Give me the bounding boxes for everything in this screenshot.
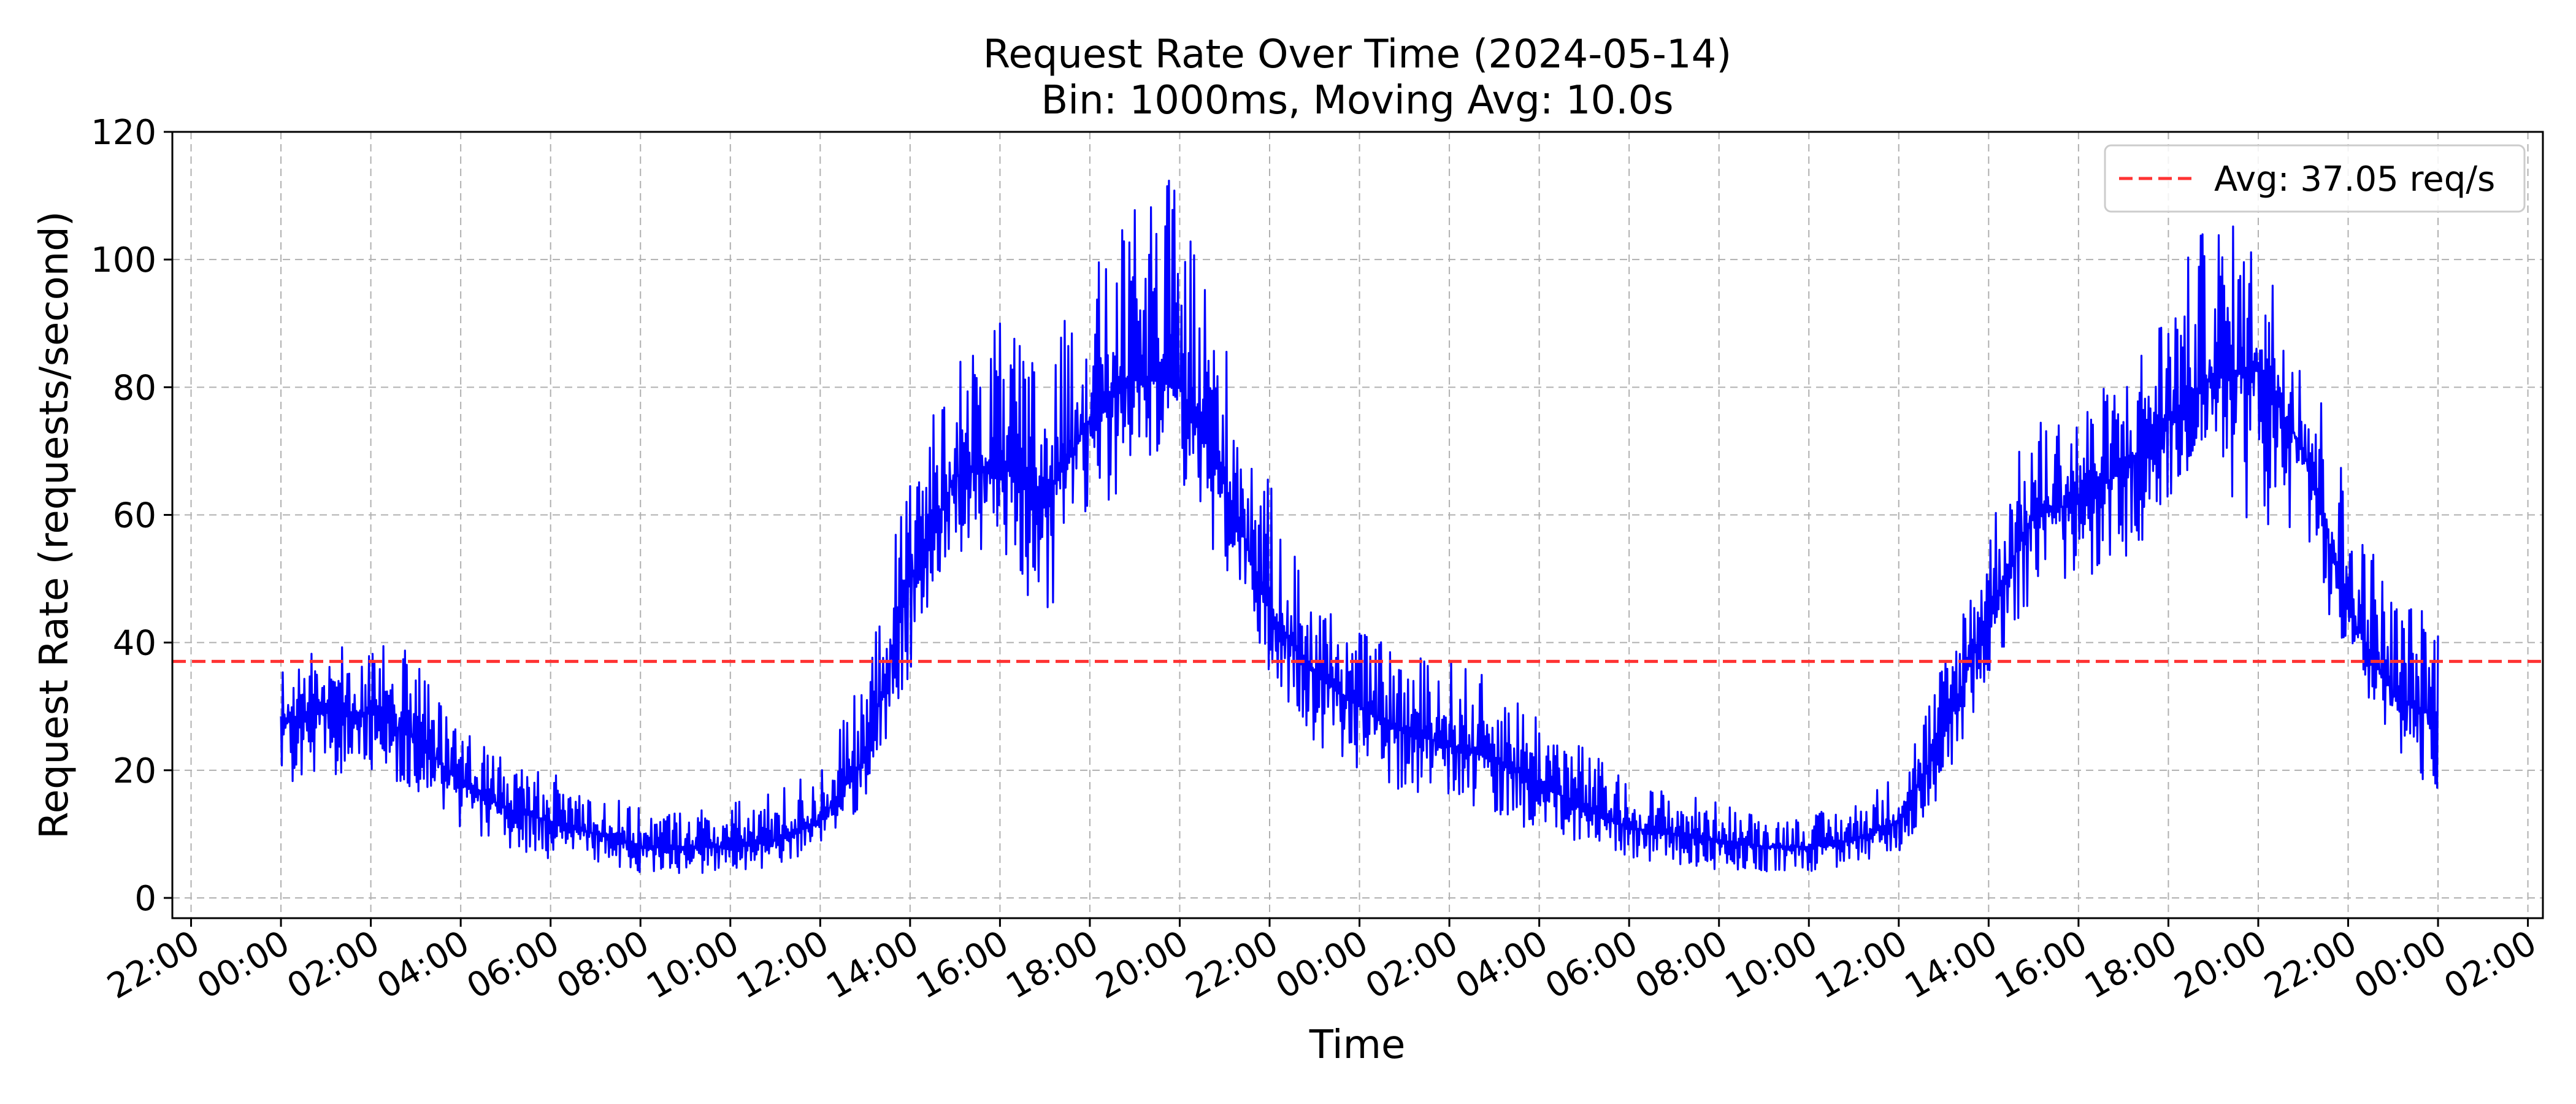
y-tick-label: 120 bbox=[91, 113, 156, 153]
y-tick-label: 60 bbox=[113, 496, 156, 536]
y-tick-label: 0 bbox=[134, 879, 156, 919]
y-tick-label: 40 bbox=[113, 624, 156, 664]
y-tick-label: 100 bbox=[91, 240, 156, 280]
y-tick-label: 80 bbox=[113, 368, 156, 408]
legend-box bbox=[2104, 144, 2526, 213]
y-axis-label: Request Rate (requests/second) bbox=[32, 211, 77, 839]
chart-title: Request Rate Over Time (2024-05-14) bbox=[983, 32, 1732, 77]
legend: Avg: 37.05 req/s bbox=[2104, 144, 2526, 213]
chart-subtitle: Bin: 1000ms, Moving Avg: 10.0s bbox=[1041, 78, 1673, 123]
x-axis-label: Time bbox=[1309, 1022, 1406, 1068]
series-line-request-rate bbox=[280, 180, 2439, 875]
y-tick-label: 20 bbox=[113, 751, 156, 791]
plot-frame bbox=[171, 131, 2544, 919]
legend-label-average: Avg: 37.05 req/s bbox=[2214, 159, 2495, 199]
y-axis-ticks: 0 20 40 60 80 100 120 bbox=[91, 113, 172, 919]
series-layer bbox=[280, 180, 2439, 875]
